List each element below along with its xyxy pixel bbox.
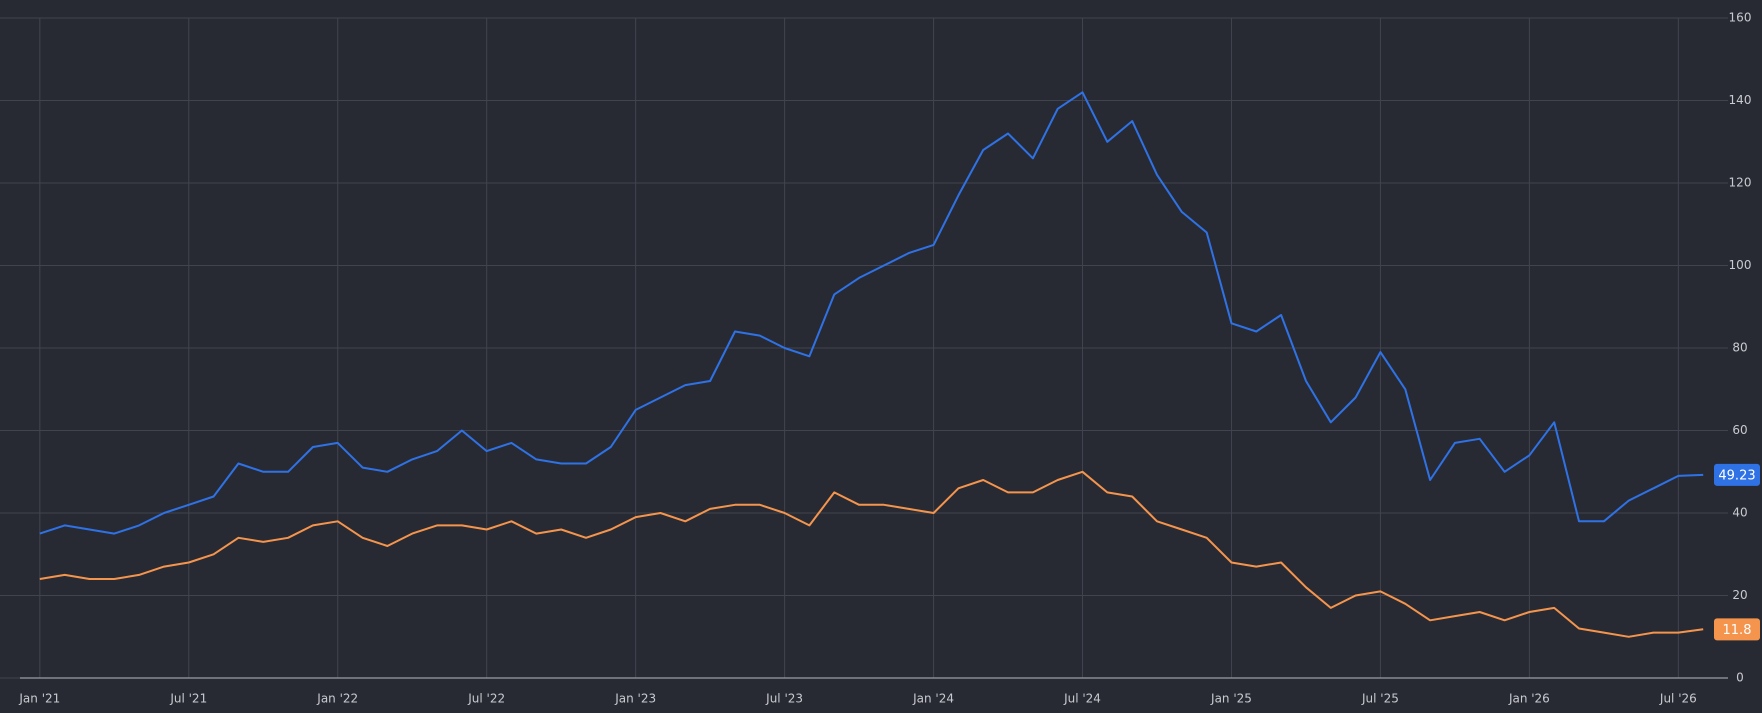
- series-line: [39, 91, 1704, 535]
- x-tick-label: Jul '21: [169, 692, 207, 706]
- y-tick-label: 120: [1729, 176, 1752, 190]
- x-tick-label: Jan '26: [1508, 692, 1550, 706]
- x-tick-label: Jul '26: [1659, 692, 1697, 706]
- y-tick-label: 40: [1732, 506, 1747, 520]
- x-tick-label: Jan '25: [1210, 692, 1252, 706]
- y-tick-label: 20: [1732, 588, 1747, 602]
- x-tick-label: Jan '23: [614, 692, 656, 706]
- badge-box: [1714, 618, 1760, 641]
- y-tick-label: 140: [1729, 93, 1752, 107]
- badge-box: [1714, 463, 1760, 486]
- last-value-label: 49.23: [1718, 468, 1755, 483]
- x-tick-label: Jul '22: [467, 692, 505, 706]
- y-tick-label: 80: [1732, 341, 1747, 355]
- x-tick-label: Jan '24: [912, 692, 954, 706]
- x-tick-label: Jul '24: [1063, 692, 1101, 706]
- last-value-badge: 49.23: [1714, 463, 1760, 486]
- y-tick-label: 0: [1736, 671, 1744, 685]
- y-tick-label: 60: [1732, 423, 1747, 437]
- series-line: [39, 470, 1704, 638]
- x-tick-label: Jan '22: [316, 692, 358, 706]
- last-value-label: 11.8: [1723, 623, 1752, 638]
- x-tick-label: Jul '23: [765, 692, 803, 706]
- last-value-badge: 11.8: [1714, 618, 1760, 641]
- x-tick-label: Jan '21: [18, 692, 60, 706]
- y-tick-label: 100: [1729, 258, 1752, 272]
- y-tick-label: 160: [1729, 11, 1752, 25]
- x-tick-label: Jul '25: [1361, 692, 1399, 706]
